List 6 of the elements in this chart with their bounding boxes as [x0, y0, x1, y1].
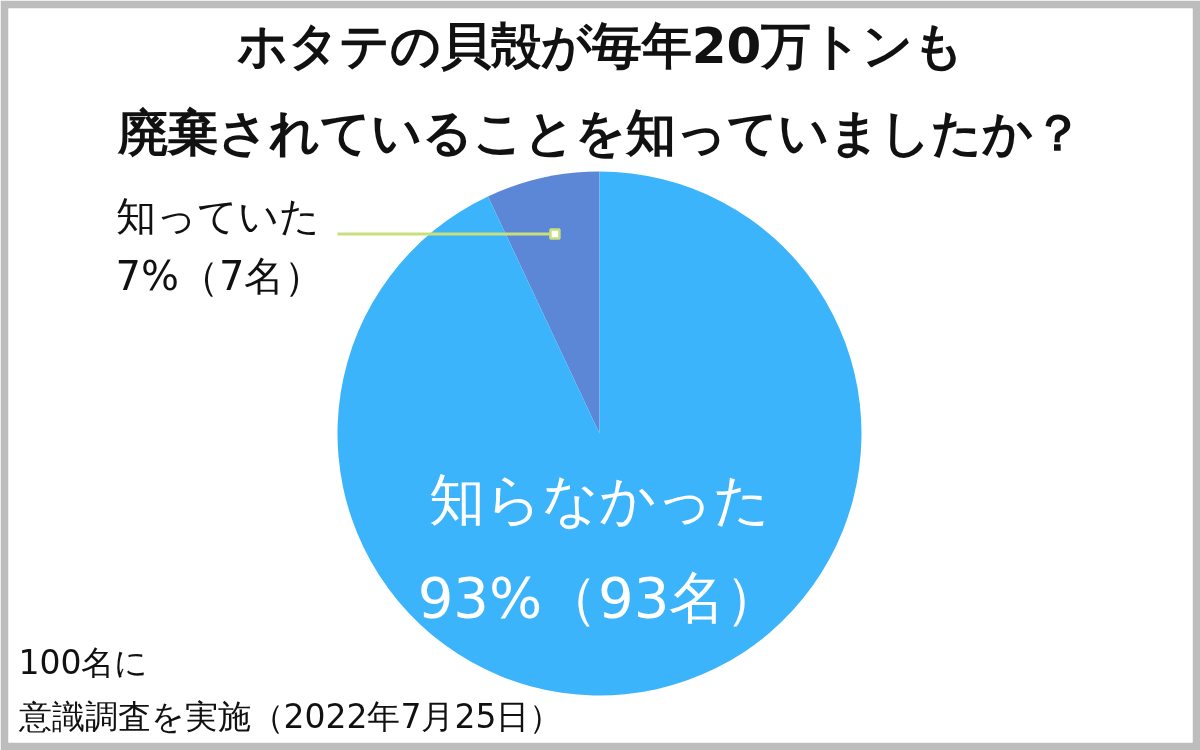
text: 100名に意識調査を実施（2022年7月25日）: [17, 642, 563, 737]
data-label: 93%（93名）: [417, 564, 782, 630]
data-label: 7%（7名）: [115, 252, 325, 299]
slice-label: 知らなかった: [429, 467, 770, 533]
chart-title: ホタテの貝殻が毎年20万トンも廃棄されていることを知っていましたか？: [117, 16, 1083, 162]
slice-label: 知っていた: [115, 193, 320, 240]
